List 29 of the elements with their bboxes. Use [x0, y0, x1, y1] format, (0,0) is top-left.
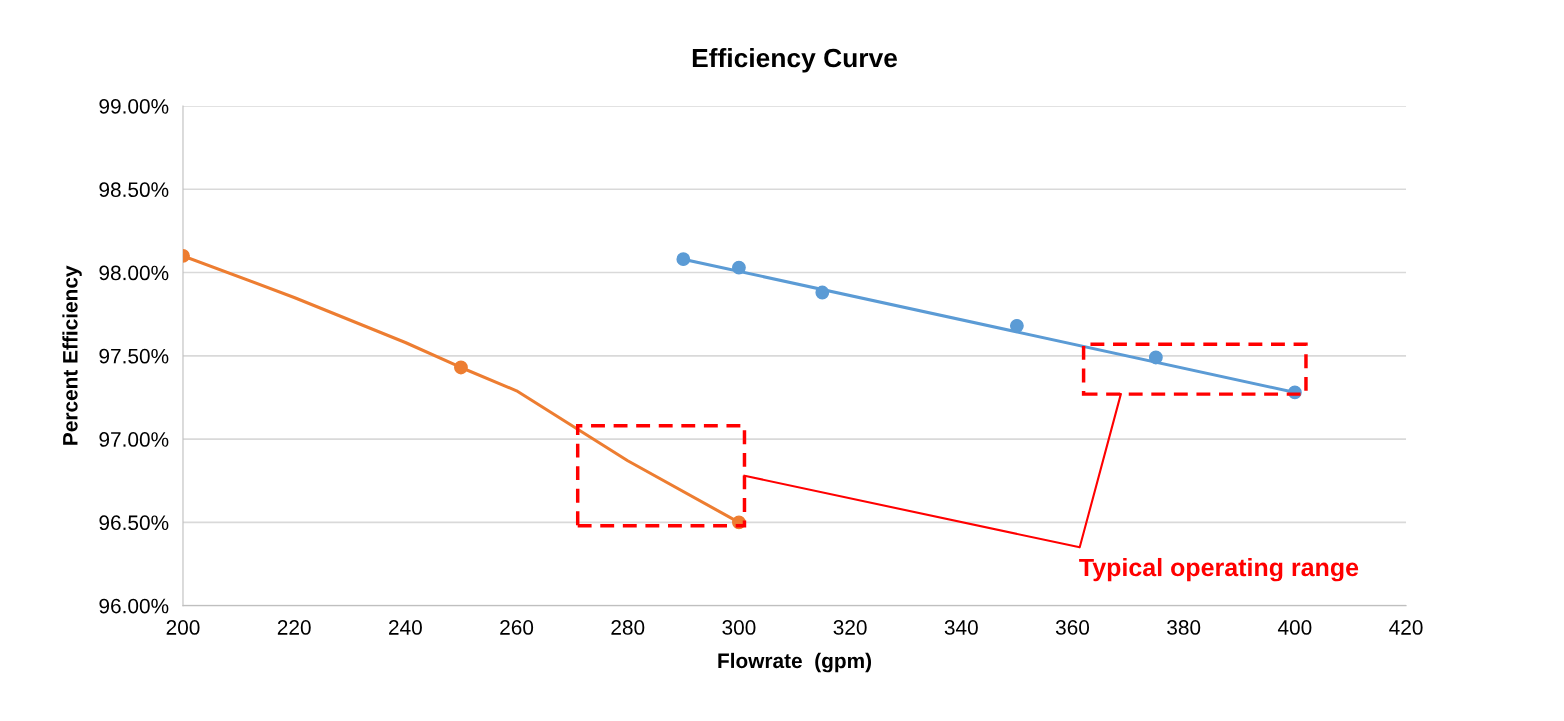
y-tick-label: 99.00% [99, 98, 169, 114]
x-tick-label: 340 [944, 620, 978, 635]
x-tick-label: 320 [833, 620, 867, 635]
x-tick-label: 200 [166, 620, 200, 635]
point [1009, 318, 1024, 333]
x-axis-title: Flowrate (gpm) [718, 652, 872, 673]
x-tick-label: 280 [611, 620, 645, 635]
x-tick-label: 220 [277, 620, 311, 635]
point [815, 285, 830, 300]
point [732, 260, 746, 275]
y-tick-label: 96.00% [99, 598, 169, 614]
y-tick-label: 97.50% [99, 348, 169, 364]
x-tick-label: 360 [1055, 620, 1090, 635]
x-tick-label: 260 [500, 620, 534, 635]
y-tick-label: 98.00% [99, 265, 169, 281]
point [454, 360, 468, 375]
y-axis-title: Percent Efficiency [62, 265, 82, 445]
point [1148, 350, 1163, 365]
y-tick-label: 97.00% [99, 432, 169, 447]
x-tick-label: 400 [1277, 620, 1312, 635]
chart-title: Efficiency Curve [692, 47, 898, 73]
x-tick-label: 420 [1389, 620, 1423, 635]
x-tick-label: 300 [722, 620, 756, 635]
point [676, 252, 691, 267]
y-tick-label: 96.50% [99, 515, 169, 531]
x-tick-label: 240 [389, 620, 422, 635]
x-tick-label: 380 [1167, 620, 1201, 635]
y-tick-label: 98.50% [99, 182, 169, 198]
annotation: Typical operating range [1079, 557, 1359, 582]
